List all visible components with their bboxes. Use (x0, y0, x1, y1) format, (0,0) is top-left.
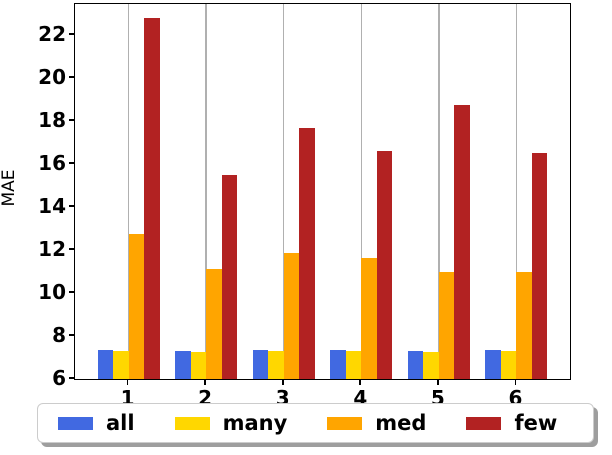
bar-med-1 (128, 233, 145, 379)
bar-med-3 (283, 253, 300, 379)
bar-few-6 (531, 153, 548, 379)
bar-all-3 (252, 349, 269, 379)
y-tick-mark (69, 377, 74, 379)
legend-swatch-few (466, 416, 502, 430)
bar-many-4 (345, 351, 362, 379)
y-tick-label: 14 (38, 194, 66, 219)
x-tick-mark (281, 379, 284, 385)
x-tick-mark (126, 379, 129, 385)
bar-many-3 (268, 351, 284, 379)
x-tick-mark (514, 379, 517, 385)
y-tick-mark (69, 76, 74, 79)
legend: all many med few (37, 403, 594, 443)
gridline (127, 4, 130, 379)
bar-few-5 (454, 105, 470, 379)
y-tick-mark (69, 119, 74, 122)
y-tick-label: 20 (38, 65, 66, 90)
legend-label-few: few (514, 411, 558, 435)
bar-few-3 (299, 127, 315, 379)
bar-few-2 (221, 174, 238, 379)
gridline (205, 4, 207, 379)
y-tick-label: 8 (52, 323, 66, 348)
gridline (283, 4, 285, 379)
bar-med-6 (516, 271, 532, 379)
bar-all-5 (407, 351, 424, 379)
y-tick-mark (69, 205, 74, 207)
y-tick-label: 22 (38, 22, 66, 47)
y-tick-label: 16 (38, 151, 66, 176)
gridline (438, 4, 440, 379)
bar-all-1 (97, 349, 114, 379)
bar-many-2 (190, 352, 207, 379)
legend-swatch-med (327, 416, 363, 430)
x-tick-mark (359, 379, 362, 385)
y-tick-label: 10 (38, 280, 66, 305)
legend-item-many: many (174, 411, 288, 435)
y-tick-mark (69, 33, 74, 36)
bar-many-5 (423, 352, 439, 379)
legend-item-med: med (327, 411, 426, 435)
legend-item-all: all (58, 411, 135, 435)
legend-label-many: many (222, 411, 288, 435)
bar-few-1 (144, 17, 160, 379)
bar-med-4 (361, 257, 377, 379)
y-tick-mark (69, 291, 74, 293)
y-tick-label: 12 (38, 237, 66, 262)
bar-few-4 (376, 151, 393, 379)
y-tick-mark (69, 334, 74, 336)
legend-swatch-all (58, 416, 93, 430)
gridline (360, 4, 362, 379)
gridline (515, 4, 518, 379)
legend-item-few: few (466, 411, 557, 435)
x-tick-mark (436, 379, 439, 385)
bar-all-6 (485, 349, 501, 379)
bar-many-6 (500, 351, 517, 379)
x-tick-mark (204, 379, 207, 385)
y-tick-mark (69, 248, 74, 250)
bar-many-1 (113, 351, 129, 379)
plot-area (74, 3, 571, 380)
legend-label-med: med (375, 411, 427, 435)
y-tick-label: 18 (38, 108, 66, 133)
y-tick-label: 6 (52, 366, 66, 390)
bar-med-5 (438, 271, 455, 379)
bar-all-2 (175, 351, 191, 379)
legend-swatch-many (174, 416, 210, 430)
legend-label-all: all (106, 411, 135, 435)
bar-med-2 (206, 269, 222, 379)
y-tick-mark (69, 162, 74, 164)
bar-all-4 (330, 349, 346, 379)
